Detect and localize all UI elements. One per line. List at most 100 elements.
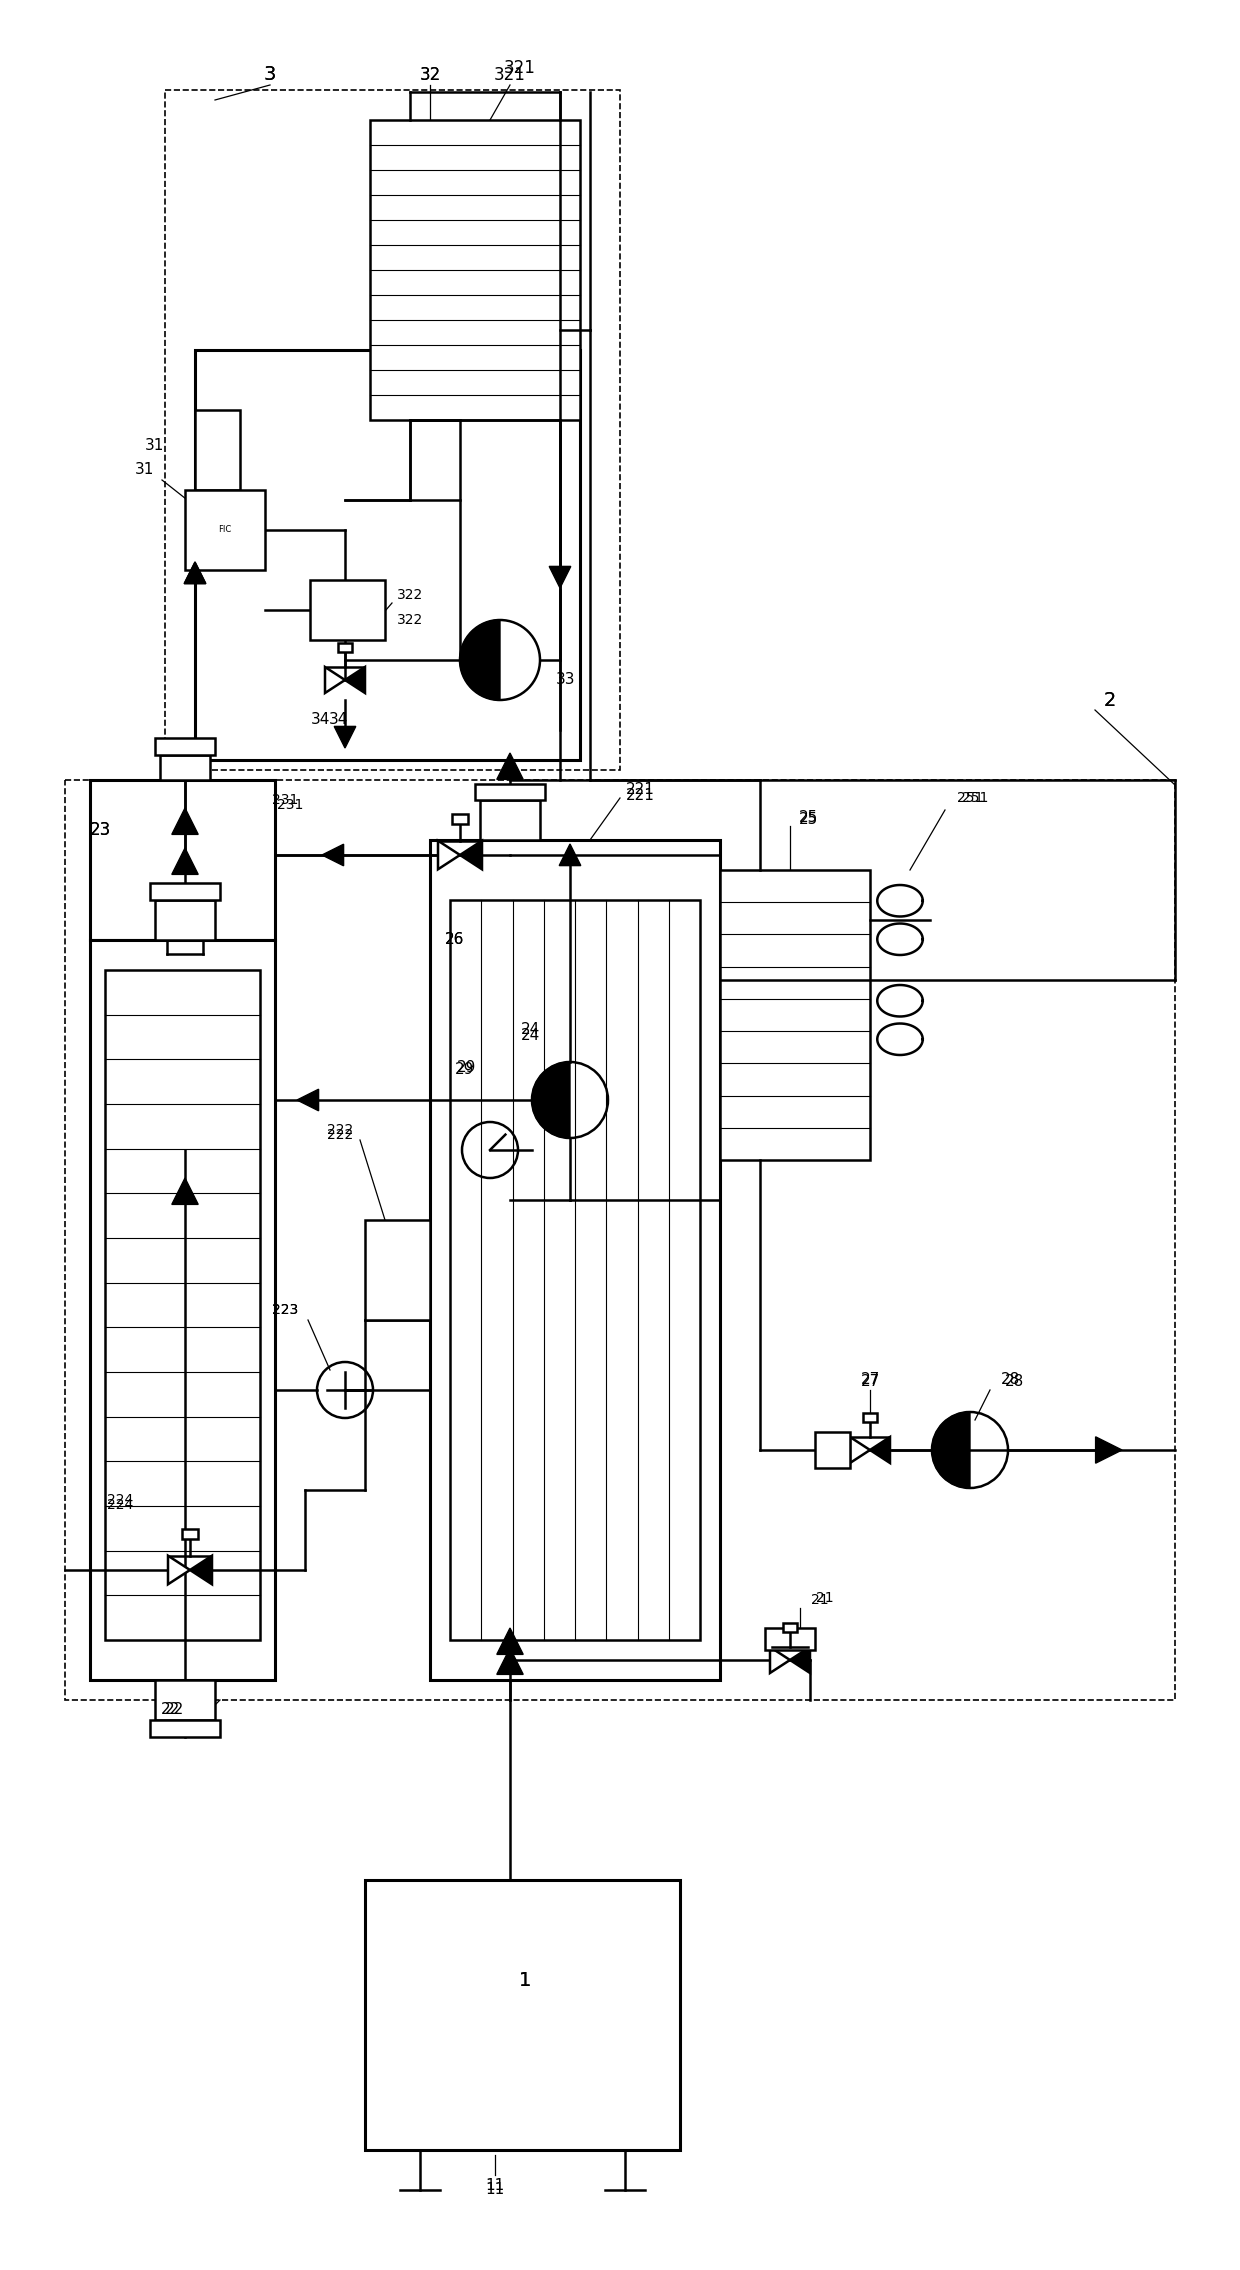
Bar [339, 642, 352, 651]
Polygon shape [460, 840, 482, 869]
Bar [150, 883, 219, 899]
Bar [185, 490, 265, 570]
Text: 321: 321 [505, 59, 536, 77]
Polygon shape [532, 1062, 570, 1137]
Polygon shape [790, 1648, 810, 1673]
Text: 24: 24 [521, 1022, 539, 1037]
Polygon shape [298, 1090, 319, 1110]
Text: 32: 32 [419, 66, 440, 84]
Bar [64, 781, 1176, 1700]
Bar [195, 411, 241, 490]
Polygon shape [497, 1628, 523, 1655]
Text: 33: 33 [557, 672, 575, 688]
Bar [782, 1623, 797, 1632]
Text: 222: 222 [327, 1124, 353, 1137]
Text: 23: 23 [89, 822, 110, 840]
Text: 34: 34 [310, 713, 330, 726]
Text: 322: 322 [397, 613, 423, 627]
Polygon shape [870, 1437, 890, 1462]
Polygon shape [460, 620, 500, 699]
Bar [815, 1432, 849, 1469]
Text: 251: 251 [962, 790, 988, 806]
Polygon shape [849, 1437, 870, 1462]
Text: 29: 29 [455, 1062, 475, 1078]
Bar [195, 350, 580, 760]
Bar [165, 91, 620, 770]
Text: 223: 223 [272, 1303, 298, 1317]
Text: 25: 25 [799, 813, 817, 829]
Text: 29: 29 [458, 1060, 476, 1076]
Text: 26: 26 [445, 933, 465, 947]
Text: 231: 231 [272, 792, 298, 808]
Text: 3: 3 [264, 66, 277, 84]
Bar [450, 899, 701, 1639]
Text: 1: 1 [518, 1970, 531, 1989]
Text: 321: 321 [494, 66, 526, 84]
Text: 231: 231 [277, 799, 304, 813]
Bar [182, 1530, 197, 1539]
Text: 31: 31 [135, 463, 155, 477]
Text: 223: 223 [272, 1303, 298, 1317]
Bar [310, 581, 384, 640]
Text: 2: 2 [1104, 690, 1116, 711]
Text: 23: 23 [89, 822, 110, 840]
Bar [453, 815, 467, 824]
Text: 25: 25 [799, 810, 817, 826]
Text: 21: 21 [816, 1591, 833, 1605]
Polygon shape [932, 1412, 970, 1489]
Bar [160, 756, 210, 781]
Text: 224: 224 [107, 1498, 133, 1512]
Bar [91, 781, 275, 940]
Polygon shape [549, 568, 570, 588]
Polygon shape [325, 667, 345, 692]
Polygon shape [167, 1555, 190, 1584]
Bar [475, 783, 546, 799]
Text: 224: 224 [107, 1494, 133, 1507]
Bar [863, 1412, 877, 1421]
Polygon shape [190, 1555, 212, 1584]
Polygon shape [185, 563, 206, 583]
Text: 31: 31 [145, 438, 165, 452]
Polygon shape [335, 726, 356, 749]
Text: FIC: FIC [218, 524, 232, 533]
Text: 221: 221 [625, 788, 655, 804]
Text: 322: 322 [397, 588, 423, 602]
Text: 1: 1 [518, 1970, 531, 1989]
Bar [105, 969, 260, 1639]
Polygon shape [185, 563, 206, 583]
Text: 27: 27 [861, 1376, 879, 1389]
Bar [480, 799, 539, 840]
Polygon shape [497, 754, 523, 779]
Text: 221: 221 [625, 783, 655, 797]
Text: 222: 222 [327, 1128, 353, 1142]
Text: 22: 22 [160, 1702, 180, 1718]
Bar [720, 869, 870, 1160]
Text: 24: 24 [521, 1028, 539, 1042]
Bar [155, 738, 215, 756]
Bar [365, 1219, 430, 1319]
Text: 251: 251 [957, 790, 983, 806]
Bar [150, 1721, 219, 1737]
Polygon shape [1096, 1437, 1122, 1464]
Bar [155, 1680, 215, 1721]
Bar [155, 899, 215, 940]
Polygon shape [172, 1178, 198, 1205]
Polygon shape [322, 844, 343, 865]
Text: 27: 27 [861, 1373, 879, 1387]
Text: 21: 21 [811, 1594, 828, 1607]
Text: 11: 11 [485, 2177, 505, 2193]
Text: 26: 26 [445, 933, 465, 947]
Text: 34: 34 [329, 713, 347, 726]
Polygon shape [172, 849, 198, 874]
Bar [430, 840, 720, 1680]
Text: 2: 2 [1104, 690, 1116, 711]
Bar [91, 940, 275, 1680]
Polygon shape [438, 840, 460, 869]
Bar [765, 1628, 815, 1650]
Bar [365, 1880, 680, 2150]
Text: 22: 22 [165, 1702, 185, 1718]
Polygon shape [172, 808, 198, 835]
Bar [370, 120, 580, 420]
Polygon shape [770, 1648, 790, 1673]
Text: 28: 28 [1006, 1376, 1024, 1389]
